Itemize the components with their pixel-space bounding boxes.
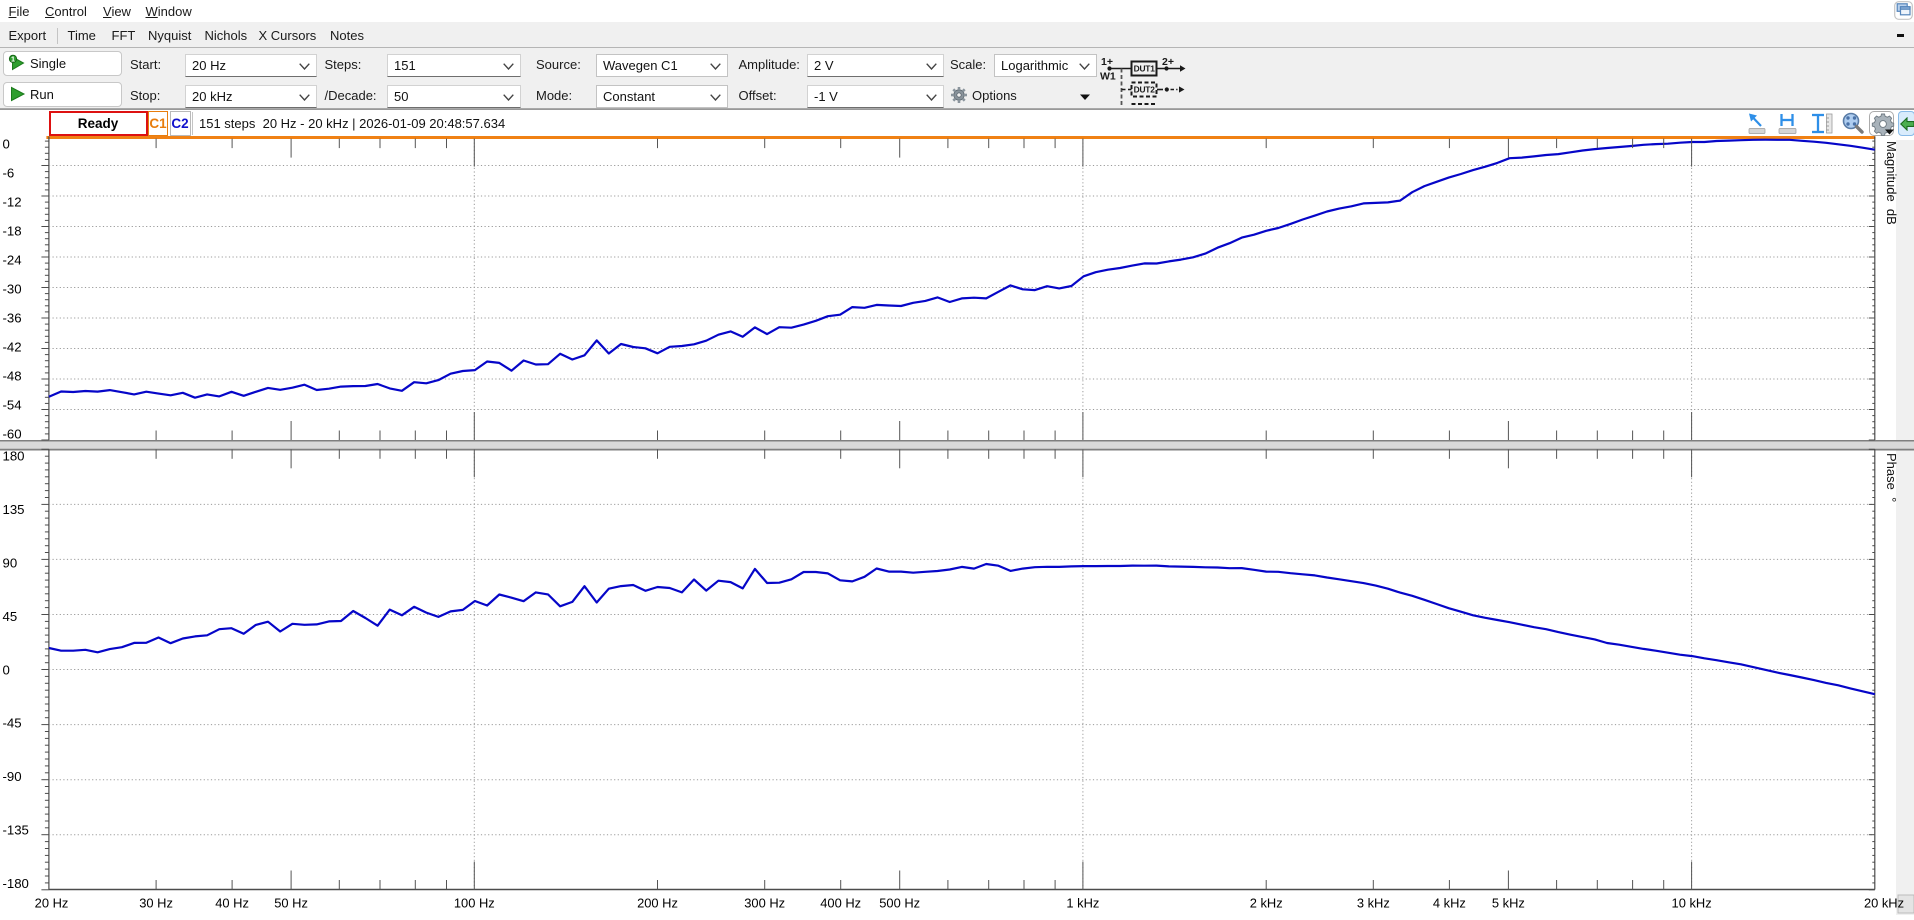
svg-text:0: 0: [3, 662, 10, 677]
svg-text:1+: 1+: [1101, 56, 1113, 68]
svg-text:-36: -36: [3, 310, 22, 325]
svg-text:180: 180: [3, 449, 25, 464]
svg-text:30 Hz: 30 Hz: [139, 896, 173, 911]
svg-text:90: 90: [3, 556, 18, 571]
svg-text:40 Hz: 40 Hz: [215, 896, 249, 911]
svg-text:Magnitude dB: Magnitude dB: [1884, 141, 1899, 225]
svg-text:2 kHz: 2 kHz: [1250, 896, 1283, 911]
svg-text:100 Hz: 100 Hz: [454, 896, 495, 911]
svg-text:DUT1: DUT1: [1134, 64, 1156, 74]
svg-text:W1: W1: [1100, 71, 1116, 83]
svg-text:500 Hz: 500 Hz: [879, 896, 920, 911]
svg-text:-90: -90: [3, 769, 22, 784]
svg-text:1: 1: [11, 55, 15, 64]
svg-text:Phase °: Phase °: [1884, 453, 1899, 502]
svg-text:4 kHz: 4 kHz: [1433, 896, 1466, 911]
svg-text:DUT2: DUT2: [1134, 85, 1156, 95]
svg-text:-18: -18: [3, 223, 22, 238]
svg-text:-30: -30: [3, 281, 22, 296]
svg-text:1 kHz: 1 kHz: [1066, 896, 1099, 911]
svg-text:-45: -45: [3, 716, 22, 731]
svg-text:3 kHz: 3 kHz: [1357, 896, 1390, 911]
svg-text:-6: -6: [3, 165, 15, 180]
svg-text:10 kHz: 10 kHz: [1672, 896, 1712, 911]
svg-text:5 kHz: 5 kHz: [1492, 896, 1525, 911]
svg-text:45: 45: [3, 609, 18, 624]
svg-text:20 kHz: 20 kHz: [1864, 896, 1904, 911]
svg-text:-24: -24: [3, 252, 22, 267]
svg-text:-42: -42: [3, 339, 22, 354]
svg-text:135: 135: [3, 502, 25, 517]
svg-text:200 Hz: 200 Hz: [637, 896, 678, 911]
svg-text:0: 0: [3, 136, 10, 151]
svg-text:-135: -135: [3, 823, 29, 838]
svg-text:-12: -12: [3, 194, 22, 209]
svg-text:20 Hz: 20 Hz: [35, 896, 69, 911]
svg-text:400 Hz: 400 Hz: [820, 896, 861, 911]
svg-text:-54: -54: [3, 397, 22, 412]
svg-text:50 Hz: 50 Hz: [274, 896, 308, 911]
svg-text:300 Hz: 300 Hz: [744, 896, 785, 911]
svg-text:-60: -60: [3, 427, 22, 442]
svg-text:-48: -48: [3, 368, 22, 383]
svg-text:2+: 2+: [1162, 56, 1174, 68]
svg-text:-180: -180: [3, 876, 29, 891]
